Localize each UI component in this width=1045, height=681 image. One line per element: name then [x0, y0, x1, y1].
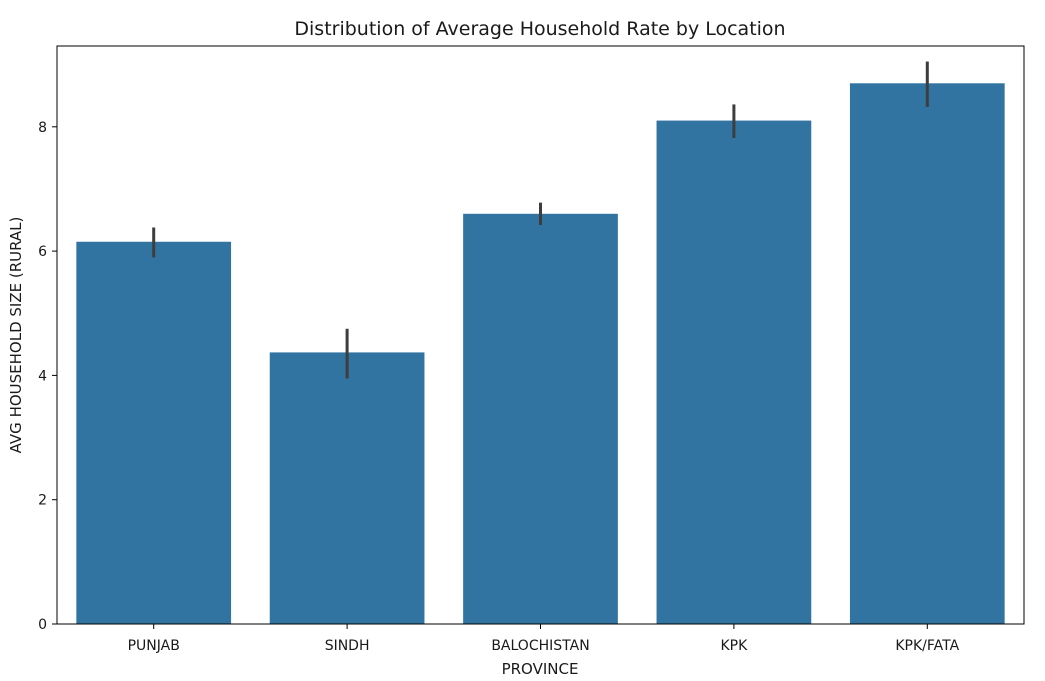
bar-sindh: [269, 352, 425, 624]
plot-area: PUNJAB SINDH BALOCHISTAN KPK KPK/FATA 0 2 4 6 8: [38, 61, 1005, 654]
bar-kpk-fata: [849, 83, 1005, 625]
y-tick-label: 6: [38, 244, 47, 260]
axes-frame: [56, 45, 1025, 625]
bar-kpk: [656, 120, 812, 624]
bar-balochistan: [463, 213, 618, 624]
chart-title: Distribution of Average Household Rate b…: [294, 18, 785, 40]
bar-punjab: [76, 241, 232, 624]
y-tick-label: 2: [38, 493, 47, 509]
x-tick-label: PUNJAB: [128, 638, 180, 654]
y-tick-label: 4: [38, 368, 47, 384]
x-tick-label: KPK: [720, 638, 748, 654]
x-tick-label: SINDH: [325, 638, 370, 654]
y-tick-label: 0: [38, 617, 47, 633]
x-axis-label: PROVINCE: [502, 660, 579, 677]
x-tick-label: KPK/FATA: [895, 638, 959, 654]
y-tick-label: 8: [38, 120, 47, 136]
y-axis-label: AVG HOUSEHOLD SIZE (RURAL): [7, 217, 25, 454]
x-tick-label: BALOCHISTAN: [491, 638, 589, 654]
